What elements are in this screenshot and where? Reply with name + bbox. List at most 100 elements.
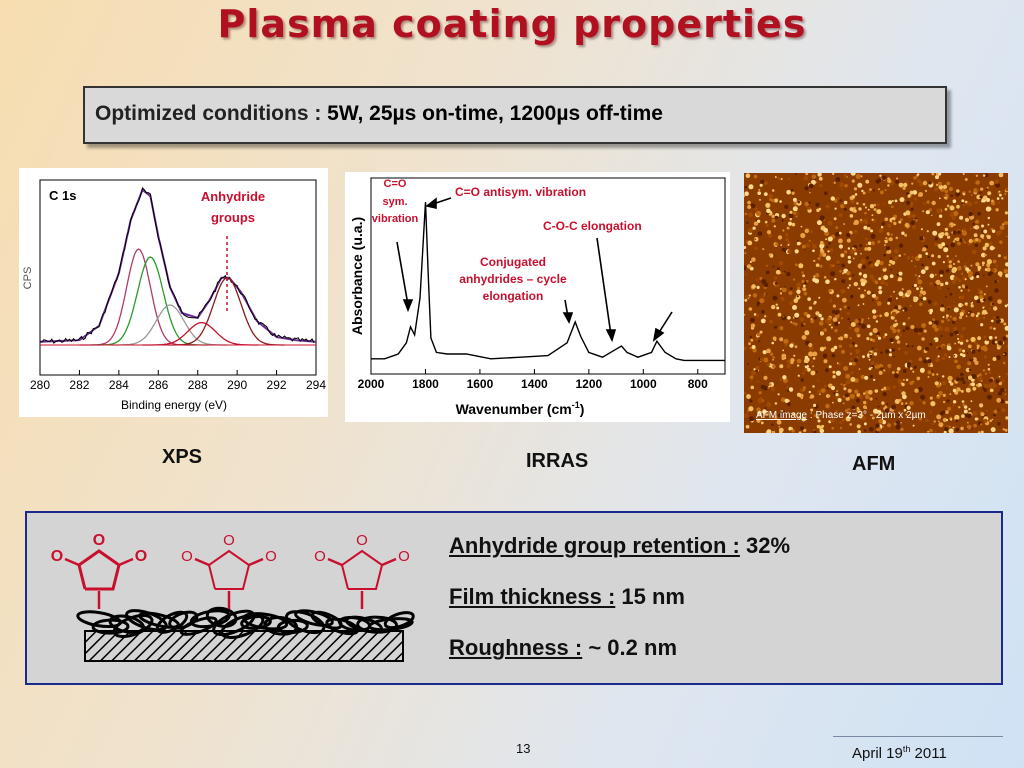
afm-grain — [940, 335, 943, 338]
afm-grain — [779, 378, 783, 381]
afm-grain — [999, 193, 1002, 197]
afm-grain — [975, 314, 979, 318]
afm-grain — [879, 314, 882, 318]
afm-grain — [994, 288, 999, 293]
afm-grain — [953, 329, 959, 335]
afm-grain — [867, 241, 872, 246]
afm-grain — [860, 278, 865, 283]
afm-grain — [744, 251, 747, 255]
afm-grain — [890, 268, 892, 271]
afm-grain — [952, 425, 957, 430]
afm-grain — [892, 328, 897, 334]
afm-grain — [937, 286, 942, 290]
afm-grain — [835, 393, 839, 397]
afm-grain — [979, 403, 984, 408]
afm-grain — [902, 394, 907, 400]
afm-grain — [810, 319, 815, 324]
afm-grain — [983, 293, 986, 296]
afm-grain — [800, 378, 804, 382]
afm-grain — [857, 182, 863, 188]
afm-grain — [967, 311, 970, 314]
irras-tick-label: 1400 — [521, 377, 548, 391]
afm-grain — [872, 315, 877, 319]
afm-grain — [880, 226, 884, 229]
afm-grain — [759, 330, 763, 334]
afm-grain — [835, 231, 840, 237]
afm-grain — [887, 224, 891, 228]
afm-grain — [909, 196, 912, 198]
afm-grain — [808, 183, 814, 189]
afm-grain — [812, 173, 816, 176]
afm-grain — [945, 410, 949, 414]
afm-grain — [817, 173, 822, 177]
afm-grain — [958, 286, 961, 289]
afm-grain — [842, 272, 845, 275]
afm-grain — [1005, 419, 1008, 422]
afm-grain — [959, 215, 964, 220]
afm-grain — [911, 256, 915, 259]
afm-grain — [912, 414, 917, 419]
xps-component-curve — [168, 277, 285, 346]
property-retention-key: Anhydride group retention : — [449, 533, 740, 558]
afm-grain — [898, 271, 903, 276]
oxygen-atom-label: O — [135, 548, 147, 565]
property-thickness-value: 15 nm — [615, 584, 685, 609]
afm-grain — [898, 347, 901, 350]
afm-grain — [837, 398, 842, 403]
afm-grain — [782, 349, 785, 352]
afm-grain — [757, 191, 761, 195]
afm-grain — [769, 198, 772, 201]
afm-grain — [858, 368, 861, 370]
afm-grain — [852, 274, 855, 277]
afm-grain — [949, 292, 953, 296]
afm-grain — [949, 393, 952, 395]
irras-tick-label: 1000 — [630, 377, 657, 391]
afm-grain — [835, 370, 841, 376]
afm-grain — [857, 304, 860, 307]
afm-image-link[interactable]: AFM image — [756, 410, 808, 421]
afm-grain — [872, 338, 876, 343]
afm-grain — [857, 430, 861, 433]
afm-grain — [746, 264, 752, 269]
afm-grain — [865, 237, 868, 241]
afm-grain — [808, 239, 811, 242]
afm-grain — [842, 419, 844, 421]
afm-grain — [803, 311, 808, 316]
afm-grain — [890, 295, 892, 298]
afm-grain — [907, 317, 910, 320]
afm-grain — [943, 310, 945, 313]
afm-grain — [882, 425, 885, 428]
afm-grain — [788, 213, 794, 218]
afm-grain — [869, 274, 874, 280]
afm-grain — [792, 305, 797, 310]
afm-grain — [1004, 393, 1007, 396]
afm-grain — [753, 313, 757, 316]
afm-grain — [913, 327, 919, 333]
xps-tick-label: 280 — [30, 378, 50, 392]
afm-grain — [767, 233, 773, 238]
afm-grain — [759, 276, 763, 280]
afm-grain — [759, 199, 761, 201]
afm-grain — [840, 383, 843, 386]
afm-grain — [818, 321, 824, 326]
afm-grain — [849, 249, 855, 254]
afm-grain — [965, 339, 969, 343]
afm-grain — [869, 204, 875, 209]
afm-grain — [995, 379, 1000, 384]
afm-grain — [806, 314, 811, 318]
afm-grain — [764, 315, 767, 318]
afm-grain — [951, 320, 956, 324]
afm-grain — [769, 383, 772, 386]
afm-grain — [869, 397, 873, 401]
afm-grain — [968, 368, 972, 372]
afm-grain — [975, 225, 980, 229]
afm-grain — [953, 276, 959, 281]
afm-grain — [967, 361, 972, 366]
afm-grain — [900, 421, 902, 424]
afm-grain — [972, 386, 977, 391]
afm-grain — [867, 190, 871, 194]
afm-grain — [758, 340, 761, 343]
afm-grain — [747, 205, 752, 209]
afm-grain — [966, 424, 972, 430]
afm-grain — [962, 228, 967, 232]
